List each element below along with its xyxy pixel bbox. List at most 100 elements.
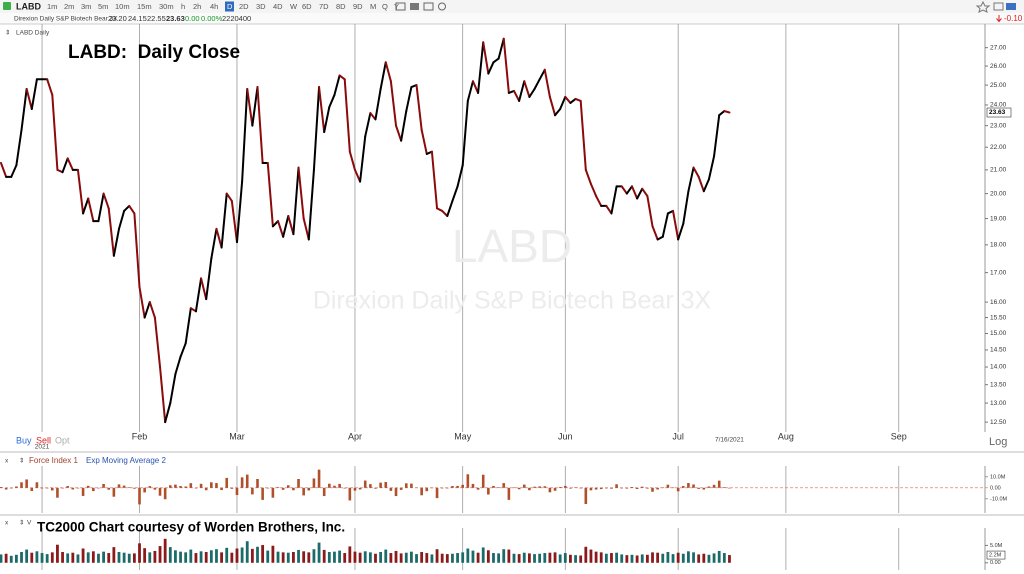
volume-bar (548, 552, 552, 563)
panel-icon[interactable]: ⇕ (5, 29, 10, 37)
interval-button[interactable]: 1m (47, 2, 57, 11)
price-segment (502, 37, 510, 94)
force-index-bar (538, 486, 541, 488)
x-tick-label: Feb (132, 431, 148, 441)
panel-icon[interactable]: ⇕ (19, 519, 24, 527)
force-index-bar (435, 487, 439, 499)
interval-button[interactable]: Y (394, 2, 399, 11)
icon[interactable] (395, 2, 406, 11)
force-index-bar (420, 487, 423, 496)
icon[interactable] (410, 3, 419, 10)
interval-button[interactable]: Q (382, 2, 388, 11)
volume-bar (404, 552, 408, 563)
price-segment (194, 277, 203, 313)
volume-bar (81, 548, 85, 563)
price-segment (554, 108, 562, 117)
volume-bar (240, 547, 244, 563)
interval-button[interactable]: 4D (273, 2, 283, 11)
interval-button[interactable]: 5m (98, 2, 108, 11)
price-segment (487, 61, 495, 75)
interval-button[interactable]: 3D (256, 2, 266, 11)
close-panel[interactable]: x (5, 520, 9, 527)
price-segment (307, 168, 315, 241)
price-segment (215, 227, 223, 249)
volume-bar (707, 554, 711, 563)
price-segment (102, 192, 110, 210)
volume-bar (0, 554, 3, 563)
panel-icon[interactable]: ⇕ (19, 457, 24, 465)
buy-button[interactable]: Buy (16, 435, 32, 445)
volume-bar (374, 553, 377, 563)
force-index-bar (707, 486, 711, 488)
interval-button[interactable]: 8D (336, 2, 346, 11)
interval-button[interactable]: 9D (353, 2, 363, 11)
icon[interactable] (423, 2, 434, 11)
y-tick-label: 12.50 (990, 419, 1007, 426)
interval-button[interactable]: 2m (64, 2, 74, 11)
panel-label[interactable]: LABD Daily (16, 30, 50, 37)
interval-button[interactable]: 30m (159, 2, 174, 11)
volume-bar (14, 554, 18, 563)
interval-button[interactable]: D (227, 2, 233, 11)
force-index-bar (71, 487, 75, 490)
volume-bar (492, 553, 495, 563)
volume-bar (512, 553, 516, 563)
low: 22.55 (147, 14, 166, 23)
icon[interactable] (1006, 3, 1016, 10)
y-tick-label: 18.00 (990, 242, 1007, 249)
force-index-bar (194, 487, 198, 489)
price-segment (687, 166, 695, 193)
sell-button[interactable]: Sell (36, 435, 51, 445)
volume-bar (399, 553, 403, 563)
indicator-name[interactable]: Force Index 1 (29, 456, 78, 465)
force-index-bar (661, 487, 665, 489)
volume-bar (728, 555, 731, 563)
volume-bar (40, 553, 44, 563)
force-index-bar (717, 480, 721, 488)
star-icon[interactable] (975, 0, 991, 13)
icon[interactable] (993, 2, 1004, 11)
price-segment (400, 110, 408, 142)
price-segment (384, 61, 392, 83)
chart-title: LABD: Daily Close (68, 42, 240, 63)
price-segment (348, 150, 356, 171)
volume-bar (722, 553, 726, 563)
force-index-bar (333, 485, 336, 488)
icon[interactable] (438, 2, 446, 11)
interval-button[interactable]: 10m (115, 2, 130, 11)
interval-button[interactable]: 2D (239, 2, 249, 11)
interval-button[interactable]: 3m (81, 2, 91, 11)
force-index-bar (610, 487, 613, 489)
force-index-bar (379, 482, 382, 488)
interval-button[interactable]: M (370, 2, 376, 11)
indicator-name[interactable]: V (27, 520, 32, 527)
force-index-bar (723, 487, 726, 488)
interval-button[interactable]: 2h (193, 2, 201, 11)
force-index-bar (363, 480, 367, 488)
force-index-bar (317, 469, 321, 488)
volume-bar (45, 554, 49, 563)
force-index-bar (599, 487, 603, 490)
interval-button[interactable]: h (181, 2, 185, 11)
volume-bar (630, 554, 634, 563)
opt-button[interactable]: Opt (55, 435, 70, 445)
interval-button[interactable]: 15m (137, 2, 152, 11)
interval-button[interactable]: 4h (210, 2, 218, 11)
volume-bar (538, 553, 542, 563)
scale-mode[interactable]: Log (989, 436, 1007, 448)
force-index-bar (127, 487, 131, 488)
force-index-bar (235, 487, 239, 496)
overlay-name[interactable]: Exp Moving Average 2 (86, 456, 166, 465)
interval-button[interactable]: 7D (319, 2, 329, 11)
interval-button[interactable]: 6D (302, 2, 312, 11)
force-index-bar (204, 487, 208, 491)
volume-bar (645, 554, 649, 563)
interval-button[interactable]: W (290, 2, 298, 11)
close-panel[interactable]: x (5, 458, 9, 465)
force-index-bar (174, 484, 177, 488)
volume-bar (153, 550, 157, 563)
price-segment (277, 220, 285, 238)
symbol[interactable]: LABD (16, 1, 41, 11)
symbol-icon[interactable] (3, 2, 11, 10)
volume-bar (91, 551, 95, 563)
